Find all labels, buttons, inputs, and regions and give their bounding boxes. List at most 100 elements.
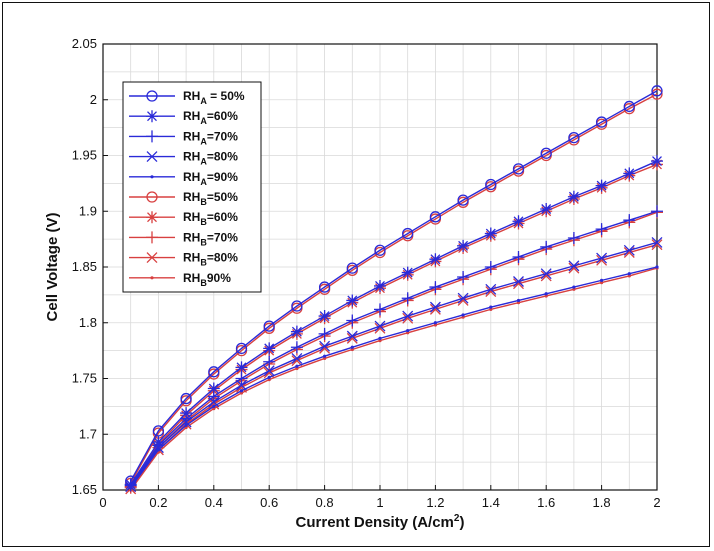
- data-point: [484, 261, 497, 273]
- data-point: [655, 265, 659, 269]
- data-point: [623, 100, 635, 113]
- legend-label-prefix: RH: [183, 150, 200, 164]
- data-point: [374, 303, 386, 316]
- data-point: [152, 442, 164, 454]
- data-point: [267, 375, 271, 379]
- legend-label-prefix: RH: [183, 89, 200, 103]
- legend-label-prefix: RH: [183, 129, 200, 143]
- data-point: [406, 331, 410, 335]
- data-point: [239, 391, 244, 395]
- x-tick-label: 0.8: [316, 495, 334, 510]
- series-line: [130, 211, 658, 489]
- legend-marker: [146, 191, 158, 203]
- series-line: [130, 266, 658, 489]
- data-point: [401, 292, 414, 305]
- data-point: [401, 266, 414, 279]
- x-axis-ticks: 0 0.2 0.4 0.6 0.8 1 1.2 1.4 1.6 1.8 2: [99, 485, 661, 510]
- x-tick-label: 1.4: [482, 495, 500, 510]
- data-point: [568, 132, 580, 144]
- series-line: [130, 267, 658, 491]
- legend-label-prefix: RH: [183, 230, 200, 244]
- legend-item: RHB=60%: [129, 210, 238, 227]
- x-axis-label: Current Density (A/cm2): [296, 513, 465, 531]
- legend-marker: [146, 211, 158, 224]
- legend-label-prefix: RH: [183, 251, 200, 265]
- data-point: [595, 223, 608, 236]
- data-point: [512, 215, 525, 228]
- data-point: [318, 310, 331, 323]
- legend-marker: [146, 130, 158, 143]
- data-point: [513, 276, 524, 287]
- data-point: [374, 320, 386, 332]
- data-point: [290, 341, 303, 354]
- legend-item: RHB=50%: [129, 190, 238, 207]
- data-point: [512, 163, 525, 175]
- data-point: [267, 378, 271, 382]
- data-point: [318, 281, 331, 293]
- data-point: [346, 294, 359, 307]
- data-point: [623, 244, 635, 256]
- legend-marker: [146, 110, 158, 123]
- legend: RHA = 50%RHA=60%RHA=70%RHA=80%RHA=90%RHB…: [122, 81, 262, 293]
- legend-label-sub: A: [200, 177, 207, 187]
- y-tick-label: 1.65: [72, 482, 97, 497]
- legend-label: RHB90%: [183, 271, 231, 288]
- x-tick-label: 0: [99, 495, 106, 510]
- data-point: [212, 404, 216, 408]
- data-point: [152, 425, 165, 437]
- legend-marker: [146, 231, 158, 244]
- legend-label: RHB=60%: [183, 210, 238, 227]
- data-point: [208, 366, 220, 378]
- data-point: [319, 340, 331, 352]
- legend-label-suffix: =60%: [207, 109, 238, 123]
- data-point: [489, 305, 493, 309]
- data-point: [623, 214, 636, 227]
- data-point: [516, 301, 521, 305]
- data-point: [406, 328, 410, 333]
- legend-label-suffix: =60%: [207, 210, 238, 224]
- data-point: [184, 423, 188, 427]
- data-point: [402, 310, 414, 322]
- data-point: [429, 211, 442, 223]
- legend-label: RHA=60%: [183, 109, 238, 126]
- x-tick-label: 0.4: [205, 495, 223, 510]
- data-point: [346, 314, 359, 327]
- series-rh-a-3: [125, 237, 663, 493]
- data-point: [512, 250, 525, 263]
- y-tick-label: 1.9: [79, 203, 97, 218]
- legend-label-suffix: =70%: [207, 230, 238, 244]
- series-group: [124, 85, 663, 495]
- data-point: [346, 330, 358, 342]
- data-point: [295, 366, 299, 371]
- legend-label-suffix: =80%: [207, 251, 238, 265]
- data-point: [323, 356, 327, 361]
- data-point: [485, 283, 497, 295]
- data-point: [651, 239, 663, 251]
- legend-label-prefix: RH: [183, 271, 200, 285]
- data-point: [402, 227, 414, 240]
- legend-label-suffix: =50%: [207, 190, 238, 204]
- data-point: [291, 352, 303, 364]
- series-line: [130, 244, 658, 490]
- data-point: [374, 279, 386, 292]
- data-point: [350, 347, 354, 352]
- data-point: [239, 389, 244, 393]
- legend-label-suffix: = 50%: [207, 89, 245, 103]
- x-tick-label: 1: [376, 495, 383, 510]
- legend-label-suffix: 90%: [207, 271, 231, 285]
- legend-label-sub: B: [200, 278, 207, 288]
- data-point: [651, 205, 663, 218]
- legend-label-sub: B: [200, 258, 207, 268]
- data-point: [540, 268, 552, 280]
- data-point: [600, 281, 604, 285]
- data-point: [180, 392, 192, 405]
- y-tick-label: 1.8: [79, 315, 97, 330]
- data-point: [567, 190, 580, 203]
- data-point: [235, 361, 248, 374]
- x-axis-label-main: Current Density (A/cm: [296, 514, 454, 531]
- data-point: [156, 448, 160, 452]
- data-point: [457, 292, 469, 304]
- legend-label-suffix: =80%: [207, 150, 238, 164]
- legend-label-prefix: RH: [183, 190, 200, 204]
- data-point: [457, 194, 469, 206]
